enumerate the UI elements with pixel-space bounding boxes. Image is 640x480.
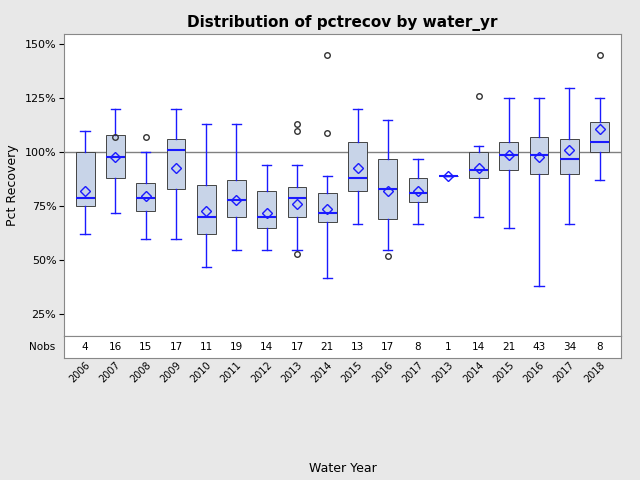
PathPatch shape: [590, 122, 609, 153]
Text: 2013: 2013: [431, 360, 456, 384]
Text: 2014: 2014: [310, 360, 334, 384]
Text: 17: 17: [170, 342, 182, 352]
Text: 21: 21: [321, 342, 334, 352]
Text: 2007: 2007: [98, 360, 122, 384]
PathPatch shape: [136, 182, 155, 211]
Text: 2017: 2017: [552, 360, 577, 384]
Text: 2018: 2018: [582, 360, 607, 384]
PathPatch shape: [560, 139, 579, 174]
PathPatch shape: [318, 193, 337, 222]
Text: 2012: 2012: [249, 360, 274, 384]
PathPatch shape: [166, 139, 186, 189]
Text: 13: 13: [351, 342, 364, 352]
Text: 16: 16: [109, 342, 122, 352]
Title: Distribution of pctrecov by water_yr: Distribution of pctrecov by water_yr: [187, 15, 498, 31]
Text: 1: 1: [445, 342, 452, 352]
Text: 14: 14: [472, 342, 485, 352]
Text: 2015: 2015: [492, 360, 516, 384]
PathPatch shape: [378, 159, 397, 219]
Y-axis label: Pct Recovery: Pct Recovery: [6, 144, 19, 226]
Text: 2014: 2014: [461, 360, 486, 384]
Text: Nobs: Nobs: [29, 342, 55, 352]
Text: 19: 19: [230, 342, 243, 352]
Text: Water Year: Water Year: [308, 462, 376, 475]
Text: 11: 11: [200, 342, 213, 352]
PathPatch shape: [227, 180, 246, 217]
PathPatch shape: [409, 178, 428, 202]
PathPatch shape: [257, 191, 276, 228]
Text: 2009: 2009: [159, 360, 183, 384]
Text: 8: 8: [596, 342, 603, 352]
PathPatch shape: [106, 135, 125, 178]
PathPatch shape: [499, 142, 518, 169]
Text: 34: 34: [563, 342, 576, 352]
PathPatch shape: [287, 187, 307, 217]
Text: 17: 17: [291, 342, 303, 352]
PathPatch shape: [469, 153, 488, 178]
Text: 2017: 2017: [401, 360, 425, 384]
Text: 43: 43: [532, 342, 546, 352]
Text: 2006: 2006: [68, 360, 92, 384]
Text: 2008: 2008: [128, 360, 153, 384]
Text: 15: 15: [139, 342, 152, 352]
Text: 2010: 2010: [189, 360, 213, 384]
Text: 8: 8: [415, 342, 421, 352]
Text: 2015: 2015: [340, 360, 365, 384]
Text: 4: 4: [82, 342, 88, 352]
PathPatch shape: [197, 185, 216, 234]
Text: 21: 21: [502, 342, 515, 352]
Text: 2016: 2016: [522, 360, 546, 384]
PathPatch shape: [76, 153, 95, 206]
Text: 14: 14: [260, 342, 273, 352]
Text: 17: 17: [381, 342, 394, 352]
Text: 2013: 2013: [280, 360, 304, 384]
Text: 2016: 2016: [371, 360, 395, 384]
PathPatch shape: [530, 137, 548, 174]
Text: 2011: 2011: [219, 360, 244, 384]
PathPatch shape: [348, 142, 367, 191]
